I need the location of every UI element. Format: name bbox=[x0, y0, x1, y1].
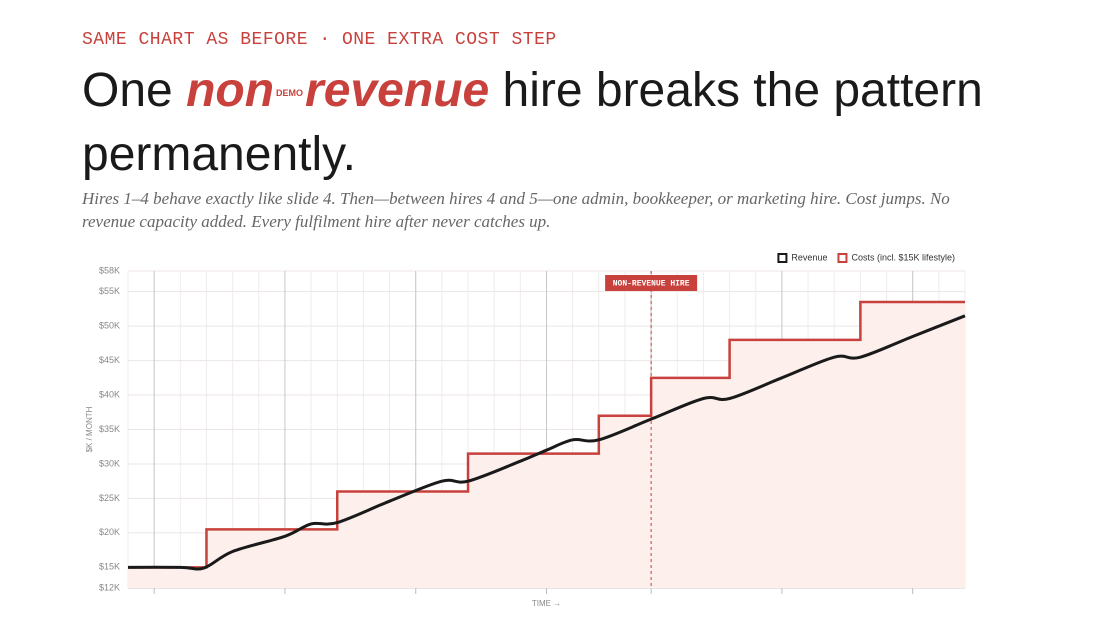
logo: DEMO bbox=[276, 88, 304, 99]
legend-label: Revenue bbox=[791, 252, 827, 262]
y-tick-label: $30K bbox=[99, 458, 120, 468]
y-tick-label: $58K bbox=[99, 265, 120, 275]
kicker: SAME CHART AS BEFORE · ONE EXTRA COST ST… bbox=[82, 30, 557, 50]
y-tick-label: $12K bbox=[99, 582, 120, 592]
x-axis-label: TIME → bbox=[532, 599, 561, 608]
headline-text: One bbox=[82, 64, 173, 117]
y-tick-label: $35K bbox=[99, 424, 120, 434]
headline: One non DEMOrevenue hire breaks the patte… bbox=[82, 60, 1042, 186]
y-tick-label: $45K bbox=[99, 355, 120, 365]
headline-highlight: non DEMOrevenue bbox=[186, 64, 489, 117]
revenue-line bbox=[127, 314, 966, 571]
y-tick-label: $50K bbox=[99, 321, 120, 331]
y-tick-label: $40K bbox=[99, 389, 120, 399]
y-tick-label: $20K bbox=[99, 527, 120, 537]
legend-label: Costs (incl. $15K lifestyle) bbox=[851, 252, 955, 262]
annotation-box bbox=[605, 275, 698, 291]
highlight-end: revenue bbox=[305, 64, 490, 117]
y-tick-label: $55K bbox=[99, 286, 120, 296]
y-tick-label: $25K bbox=[99, 493, 120, 503]
legend-swatch bbox=[777, 253, 788, 263]
headline-text: hire breaks the pattern permanently. bbox=[82, 64, 983, 182]
subtitle: Hires 1–4 behave exactly like slide 4. T… bbox=[82, 189, 950, 231]
cost-line bbox=[128, 300, 965, 569]
annotation-label: NON-REVENUE HIRE bbox=[613, 280, 690, 289]
y-axis-label: $K / MONTH bbox=[85, 406, 94, 452]
y-tick-label: $15K bbox=[99, 562, 120, 572]
highlight-start: non bbox=[186, 64, 275, 117]
legend-swatch bbox=[837, 253, 848, 263]
